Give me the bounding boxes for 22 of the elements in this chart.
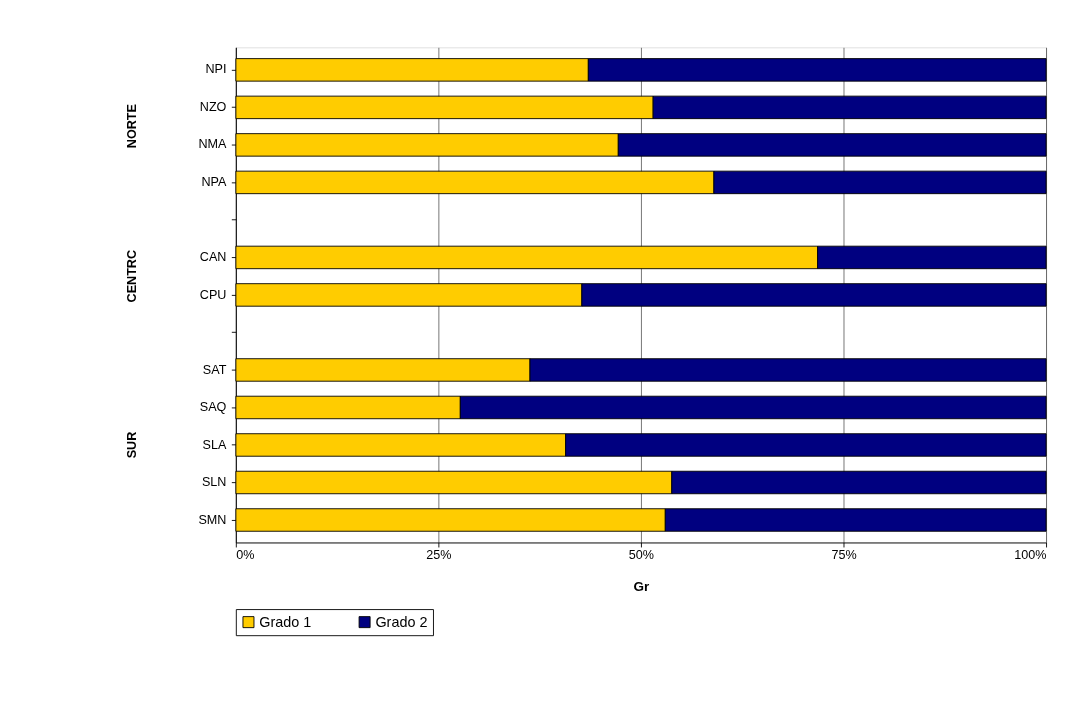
y-tick-label: SLN (201, 475, 227, 490)
y-tick-label: SAQ (199, 400, 227, 415)
y-tick-label: SAT (202, 362, 227, 377)
y-tick-label: NMA (198, 137, 227, 152)
x-tick-label: 100% (1014, 548, 1047, 563)
legend-label: Grado 2 (375, 613, 428, 630)
legend-label: Grado 1 (259, 613, 312, 630)
text: NORTE (124, 104, 139, 149)
y-tick-label: SMN (198, 512, 227, 527)
y-tick-label: NPA (201, 175, 227, 190)
x-tick-label: 50% (628, 548, 655, 563)
y-tick-label: CAN (199, 250, 227, 265)
text: SUR (124, 431, 139, 459)
x-tick-label: 25% (426, 548, 452, 563)
y-tick-label: CPU (199, 287, 227, 302)
x-axis-title: Gr (633, 578, 651, 594)
x-tick-label: 0% (236, 548, 255, 563)
text: CENTRC (124, 249, 139, 303)
x-tick-label: 75% (831, 548, 857, 563)
y-tick-label: NPI (205, 62, 227, 77)
y-tick-label: SLA (202, 437, 228, 452)
y-tick-label: NZO (199, 99, 227, 114)
